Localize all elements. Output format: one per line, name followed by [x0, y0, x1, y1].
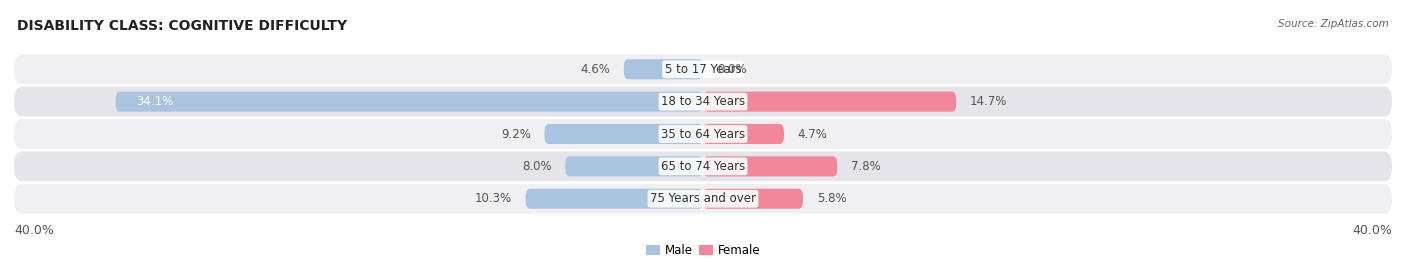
Text: 4.6%: 4.6%: [581, 63, 610, 76]
Text: 5 to 17 Years: 5 to 17 Years: [665, 63, 741, 76]
FancyBboxPatch shape: [703, 156, 838, 176]
Text: 0.0%: 0.0%: [717, 63, 747, 76]
Text: 8.0%: 8.0%: [522, 160, 551, 173]
Text: DISABILITY CLASS: COGNITIVE DIFFICULTY: DISABILITY CLASS: COGNITIVE DIFFICULTY: [17, 19, 347, 33]
FancyBboxPatch shape: [14, 54, 1392, 84]
FancyBboxPatch shape: [14, 184, 1392, 214]
Text: 18 to 34 Years: 18 to 34 Years: [661, 95, 745, 108]
Text: 65 to 74 Years: 65 to 74 Years: [661, 160, 745, 173]
FancyBboxPatch shape: [624, 59, 703, 79]
FancyBboxPatch shape: [565, 156, 703, 176]
Legend: Male, Female: Male, Female: [641, 239, 765, 262]
Text: 4.7%: 4.7%: [797, 128, 828, 140]
Text: 35 to 64 Years: 35 to 64 Years: [661, 128, 745, 140]
Text: 14.7%: 14.7%: [970, 95, 1007, 108]
FancyBboxPatch shape: [14, 87, 1392, 117]
FancyBboxPatch shape: [703, 92, 956, 112]
Text: 40.0%: 40.0%: [1353, 224, 1392, 237]
Text: 9.2%: 9.2%: [501, 128, 531, 140]
Text: 40.0%: 40.0%: [14, 224, 53, 237]
Text: 7.8%: 7.8%: [851, 160, 882, 173]
Text: 34.1%: 34.1%: [136, 95, 173, 108]
FancyBboxPatch shape: [14, 119, 1392, 149]
FancyBboxPatch shape: [703, 124, 785, 144]
FancyBboxPatch shape: [14, 151, 1392, 181]
Text: Source: ZipAtlas.com: Source: ZipAtlas.com: [1278, 19, 1389, 29]
FancyBboxPatch shape: [115, 92, 703, 112]
FancyBboxPatch shape: [544, 124, 703, 144]
Text: 5.8%: 5.8%: [817, 192, 846, 205]
Text: 75 Years and over: 75 Years and over: [650, 192, 756, 205]
Text: 10.3%: 10.3%: [475, 192, 512, 205]
FancyBboxPatch shape: [526, 189, 703, 209]
FancyBboxPatch shape: [703, 189, 803, 209]
